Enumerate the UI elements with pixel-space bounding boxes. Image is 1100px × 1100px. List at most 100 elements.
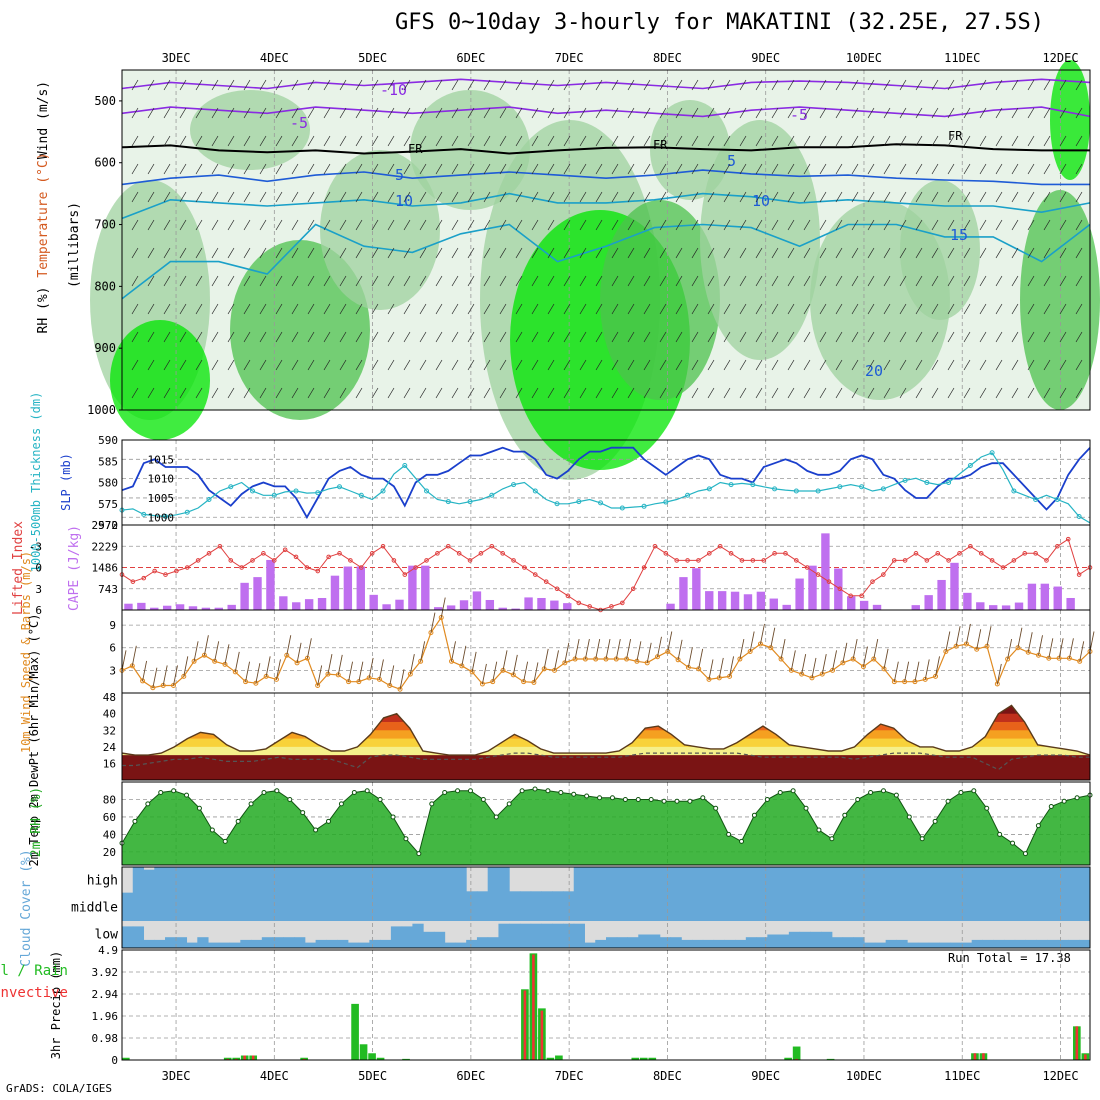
wind-barb bbox=[611, 163, 619, 175]
cloud-cell bbox=[993, 894, 1005, 921]
isotherm-line bbox=[121, 169, 1090, 186]
cape-bar bbox=[240, 582, 249, 610]
wind-barb bbox=[259, 359, 267, 371]
wind-barb bbox=[339, 219, 347, 231]
precip-tick-label: 0 bbox=[111, 1054, 118, 1067]
lifted-index-point bbox=[261, 551, 266, 556]
wind-barb bbox=[243, 247, 251, 259]
wind-barb bbox=[355, 359, 363, 371]
wind-barb bbox=[467, 219, 475, 231]
wind-barb bbox=[835, 107, 843, 119]
cloud-cell bbox=[165, 937, 177, 948]
cloud-cell bbox=[960, 942, 973, 948]
wind-barb bbox=[179, 387, 187, 399]
wind-barb bbox=[307, 303, 315, 315]
cloud-cell bbox=[831, 867, 844, 894]
lifted-index-point bbox=[783, 551, 788, 556]
wind-barb bbox=[339, 191, 347, 203]
wind-barb bbox=[163, 331, 171, 343]
cloud-cell bbox=[595, 939, 607, 948]
wind-barb bbox=[979, 303, 987, 315]
contour-label: FR bbox=[408, 142, 423, 156]
wind-barb bbox=[1011, 191, 1019, 203]
wind-barb bbox=[147, 275, 155, 287]
rh2m-point bbox=[751, 812, 757, 818]
wind-barb bbox=[499, 191, 507, 203]
wind-barb bbox=[275, 135, 283, 147]
cloud-cell bbox=[799, 894, 811, 921]
wind-barb bbox=[131, 359, 139, 371]
cloud-cell bbox=[853, 937, 865, 948]
wind-barb bbox=[659, 219, 667, 231]
wind-barb bbox=[403, 331, 411, 343]
lifted-index-point bbox=[902, 558, 908, 563]
wind-barb bbox=[611, 275, 619, 287]
wind-barb bbox=[595, 303, 603, 315]
wind-barb bbox=[947, 79, 955, 91]
wind-barb bbox=[1043, 303, 1051, 315]
cloud-cell bbox=[939, 894, 951, 921]
wind-barb bbox=[595, 275, 603, 287]
precip-total-bar bbox=[631, 1057, 640, 1060]
wind-barb bbox=[1075, 191, 1083, 203]
wind-barb bbox=[467, 191, 475, 203]
wind-barb bbox=[819, 275, 827, 287]
wind-barb bbox=[691, 387, 699, 399]
wind-barb bbox=[771, 191, 779, 203]
wind-barb bbox=[211, 303, 219, 315]
wind-barb-10m bbox=[935, 656, 940, 677]
wind-barb bbox=[931, 219, 939, 231]
wind-barb bbox=[355, 331, 363, 343]
cloud-cell bbox=[380, 939, 392, 948]
wind-barb bbox=[435, 331, 443, 343]
wind-barb-10m bbox=[265, 656, 271, 677]
rh2m-point bbox=[132, 818, 138, 824]
wind-barb bbox=[627, 331, 635, 343]
wind-barb bbox=[163, 163, 171, 175]
wind-barb-10m bbox=[224, 644, 230, 665]
cloud-cell bbox=[455, 867, 467, 894]
rh2m-point bbox=[622, 796, 628, 802]
wind-barb bbox=[691, 359, 699, 371]
lifted-index-point bbox=[935, 551, 941, 556]
wind-barb bbox=[195, 163, 203, 175]
cloud-cell bbox=[939, 942, 951, 948]
wind-barb-10m bbox=[955, 626, 961, 647]
cloud-cell bbox=[1046, 939, 1059, 948]
cloud-cell bbox=[530, 891, 542, 894]
wind-barb-10m bbox=[729, 656, 735, 677]
wind-barb bbox=[387, 191, 395, 203]
wind-barb bbox=[627, 247, 635, 259]
wind-barb bbox=[707, 219, 715, 231]
wind-barb bbox=[851, 303, 859, 315]
slp-tick-label: 1000 bbox=[148, 511, 175, 524]
cloud-cell bbox=[831, 894, 844, 921]
wind-barb bbox=[771, 359, 779, 371]
wind-barb bbox=[611, 191, 619, 203]
wind-barb bbox=[131, 303, 139, 315]
wind-barb bbox=[691, 79, 699, 91]
wind-barb bbox=[419, 219, 427, 231]
thickness-point bbox=[380, 488, 386, 494]
wind-barb bbox=[195, 219, 203, 231]
wind-barb bbox=[195, 247, 203, 259]
wind-barb bbox=[275, 303, 283, 315]
cloud-cell bbox=[283, 937, 295, 948]
wind-barb bbox=[131, 275, 139, 287]
wind-barb bbox=[947, 387, 955, 399]
wind-barb bbox=[483, 219, 491, 231]
lifted-index-point bbox=[445, 543, 451, 549]
wind-barb bbox=[131, 163, 139, 175]
cloud-cell bbox=[638, 894, 650, 921]
wind-barb bbox=[899, 191, 907, 203]
cloud-cell bbox=[681, 894, 693, 921]
wind-barb bbox=[723, 191, 731, 203]
cloud-cell bbox=[939, 867, 951, 894]
wind-barb-10m bbox=[379, 659, 384, 680]
wind-barb bbox=[339, 163, 347, 175]
wind-barb-10m bbox=[698, 648, 704, 669]
wind-barb bbox=[259, 247, 267, 259]
rh2m-point bbox=[919, 836, 925, 842]
wind-barb bbox=[819, 303, 827, 315]
wind-barb bbox=[515, 331, 523, 343]
